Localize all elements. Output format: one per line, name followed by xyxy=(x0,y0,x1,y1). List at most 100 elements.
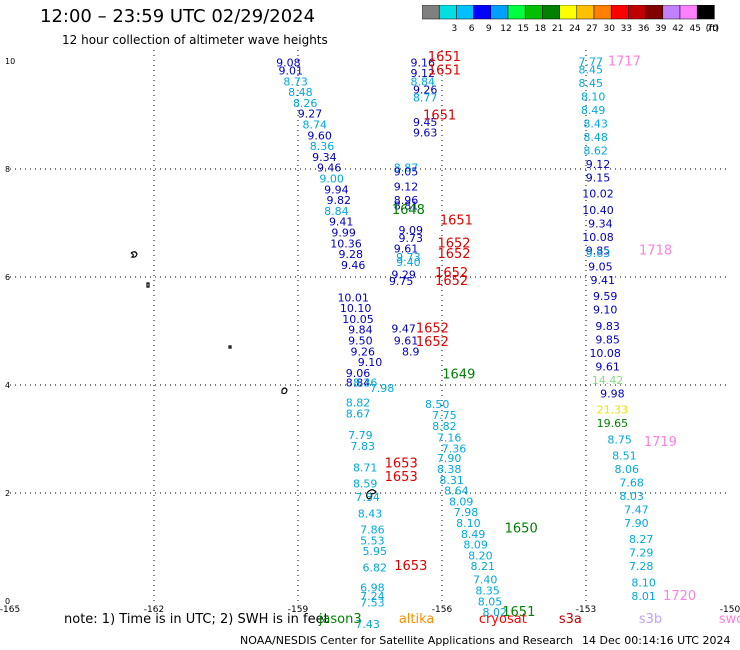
wave-height-label: 8.81 xyxy=(394,200,419,213)
wave-height-label: 9.73 xyxy=(396,251,421,264)
wave-height-label: 7.77 xyxy=(579,55,604,68)
wave-height-label: 8.10 xyxy=(456,517,481,530)
wave-height-label: 9.26 xyxy=(413,83,438,96)
wave-height-label: 9.10 xyxy=(358,356,383,369)
wave-height-label: 9.85 xyxy=(595,333,620,346)
satellite-legend-item: s3a xyxy=(558,612,582,627)
color-bin-label: 15 xyxy=(517,24,528,34)
color-bin-label: 33 xyxy=(621,24,632,34)
wave-height-label: 8.21 xyxy=(471,560,496,573)
satellite-legend-item: swot xyxy=(718,612,740,627)
wave-height-label: 8.06 xyxy=(615,463,640,476)
wave-height-label: 9.05 xyxy=(394,165,419,178)
wave-height-label: 8.05 xyxy=(478,595,503,608)
pass-time-label: 1653 xyxy=(394,559,427,574)
wave-height-label: 7.16 xyxy=(437,432,462,445)
pass-time-label: 1652 xyxy=(416,335,449,350)
wave-height-label: 9.61 xyxy=(595,360,620,373)
wave-height-label: 9.01 xyxy=(279,65,304,78)
wave-height-label: 8.82 xyxy=(346,397,371,410)
wave-height-label: 9.46 xyxy=(341,259,366,272)
color-bin-label: 24 xyxy=(569,24,581,34)
page-title: 12:00 – 23:59 UTC 02/29/2024 xyxy=(40,6,316,27)
wave-height-label: 9.61 xyxy=(394,335,419,348)
wave-height-label: 8.20 xyxy=(468,549,493,562)
page-subtitle: 12 hour collection of altimeter wave hei… xyxy=(62,33,328,47)
wave-height-label: 7.53 xyxy=(360,596,385,609)
wave-height-label: 7.28 xyxy=(629,560,654,573)
pass-time-label: 1651 xyxy=(502,605,535,620)
credit-text: NOAA/NESDIS Center for Satellite Applica… xyxy=(240,634,574,647)
wave-height-label: 9.12 xyxy=(411,67,436,80)
pass-time-label: 1653 xyxy=(385,470,418,485)
wave-height-label: 9.40 xyxy=(396,256,421,269)
wave-height-label: 9.12 xyxy=(586,158,611,171)
wave-height-label: 8.62 xyxy=(583,144,608,157)
wave-height-label: 8.51 xyxy=(612,450,637,463)
color-bin-label: 27 xyxy=(586,24,597,34)
color-bin-label: 18 xyxy=(535,24,547,34)
island-outline xyxy=(228,345,232,349)
wave-height-label: 7.36 xyxy=(442,443,467,456)
x-tick-label: -159 xyxy=(288,605,309,615)
wave-height-label: 7.43 xyxy=(355,618,380,631)
color-unit-label: (ft) xyxy=(706,24,720,34)
pass-time-label: 1653 xyxy=(385,457,418,472)
color-scale-legend: 3 6 9 12 15 18 21 24 27 30 33 36 39 42 45 70(ft) xyxy=(422,5,720,34)
wave-height-label: 8.09 xyxy=(449,495,474,508)
wave-height-label: 7.90 xyxy=(624,517,649,530)
wave-height-label: 8.27 xyxy=(629,533,654,546)
wave-height-label: 9.06 xyxy=(346,367,371,380)
wave-height-label: 8.73 xyxy=(283,75,308,88)
wave-height-label: 8.77 xyxy=(413,92,438,105)
wave-height-label: 9.46 xyxy=(317,162,342,175)
wave-height-label: 9.82 xyxy=(327,194,352,207)
wave-height-label: 10.01 xyxy=(337,291,369,304)
wave-height-label: 9.41 xyxy=(591,274,616,287)
wave-height-label: 9.59 xyxy=(593,290,618,303)
wave-height-label: 5.53 xyxy=(360,534,385,547)
wave-height-label: 9.94 xyxy=(324,183,349,196)
wave-height-label: 9.08 xyxy=(276,56,301,69)
y-tick-label: 6 xyxy=(5,273,10,282)
wave-height-label: 8.36 xyxy=(353,377,378,390)
wave-height-label: 9.16 xyxy=(411,56,436,69)
color-bin-label: 45 xyxy=(689,24,700,34)
pass-time-label: 1720 xyxy=(663,589,696,604)
wave-height-label: 7.83 xyxy=(351,440,376,453)
wave-height-label: 7.98 xyxy=(454,506,479,519)
wave-height-label: 9.73 xyxy=(399,232,424,245)
wave-height-label: 7.34 xyxy=(355,491,380,504)
wave-height-label: 8.09 xyxy=(463,539,488,552)
wave-height-label: 10.05 xyxy=(342,313,374,326)
wave-height-label: 9.47 xyxy=(391,323,416,336)
color-bin-swatch xyxy=(696,5,715,20)
wave-height-label: 8.75 xyxy=(607,433,632,446)
wave-height-label: 10.36 xyxy=(330,237,362,250)
wave-height-label: 6.82 xyxy=(363,561,388,574)
wave-height-label: 9.45 xyxy=(413,116,438,129)
wave-height-label: 8.48 xyxy=(583,131,608,144)
wave-height-label: 9.84 xyxy=(348,324,373,337)
pass-time-label: 1652 xyxy=(416,322,449,337)
wave-height-label: 8.71 xyxy=(353,461,378,474)
wave-height-label: 9.34 xyxy=(312,151,337,164)
color-bin-label: 30 xyxy=(603,24,615,34)
wave-height-label: 10.02 xyxy=(582,188,614,201)
wave-height-label: 8.87 xyxy=(394,162,419,175)
wave-height-label: 10.08 xyxy=(582,231,614,244)
pass-time-label: 1652 xyxy=(435,266,468,281)
wave-height-label: 8.35 xyxy=(475,585,500,598)
x-tick-label: -153 xyxy=(576,605,596,615)
wave-height-label: 14.42 xyxy=(592,374,624,387)
wave-height-label: 8.74 xyxy=(303,119,328,132)
wave-height-label: 9.41 xyxy=(329,216,354,229)
wave-height-label: 8.50 xyxy=(425,398,450,411)
satellite-legend-item: cryosat xyxy=(478,612,527,627)
wave-height-label: 7.47 xyxy=(624,504,649,517)
island-outline xyxy=(146,282,150,288)
wave-height-label: 9.83 xyxy=(595,320,620,333)
wave-height-label: 7.90 xyxy=(437,452,462,465)
footer-note: note: 1) Time is in UTC; 2) SWH is in fe… xyxy=(64,612,329,627)
pass-time-label: 1652 xyxy=(435,274,468,289)
